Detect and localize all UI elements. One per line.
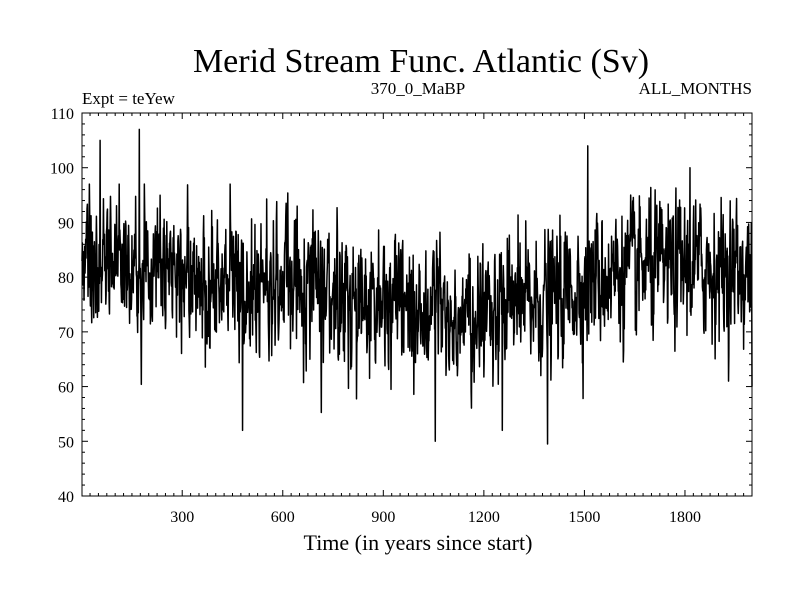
y-tick-label: 90 [58, 215, 74, 232]
chart-title: Merid Stream Func. Atlantic (Sv) [193, 43, 649, 80]
series-layer [81, 128, 753, 445]
y-tick-label: 70 [58, 325, 74, 342]
plot-frame [81, 112, 753, 497]
run-label: 370_0_MaBP [371, 79, 465, 98]
x-tick-label: 1800 [669, 509, 701, 526]
x-tick-label: 1200 [468, 509, 500, 526]
x-tick-label: 300 [170, 509, 194, 526]
experiment-label: Expt = teYew [82, 89, 176, 108]
y-tick-label: 50 [58, 434, 74, 451]
series-line [81, 128, 753, 445]
tick-labels: 40 50 60 70 80 90 100 110 300 600 900 1200 1500 1800 [50, 106, 701, 526]
x-tick-label: 900 [371, 509, 395, 526]
x-tick-label: 1500 [568, 509, 600, 526]
x-axis-label: Time (in years since start) [304, 530, 533, 555]
x-tick-label: 600 [271, 509, 295, 526]
y-tick-label: 100 [50, 161, 74, 178]
y-tick-label: 80 [58, 270, 74, 287]
y-tick-label: 40 [58, 489, 74, 506]
y-tick-label: 110 [51, 106, 74, 123]
months-label: ALL_MONTHS [639, 79, 752, 98]
y-tick-label: 60 [58, 380, 74, 397]
